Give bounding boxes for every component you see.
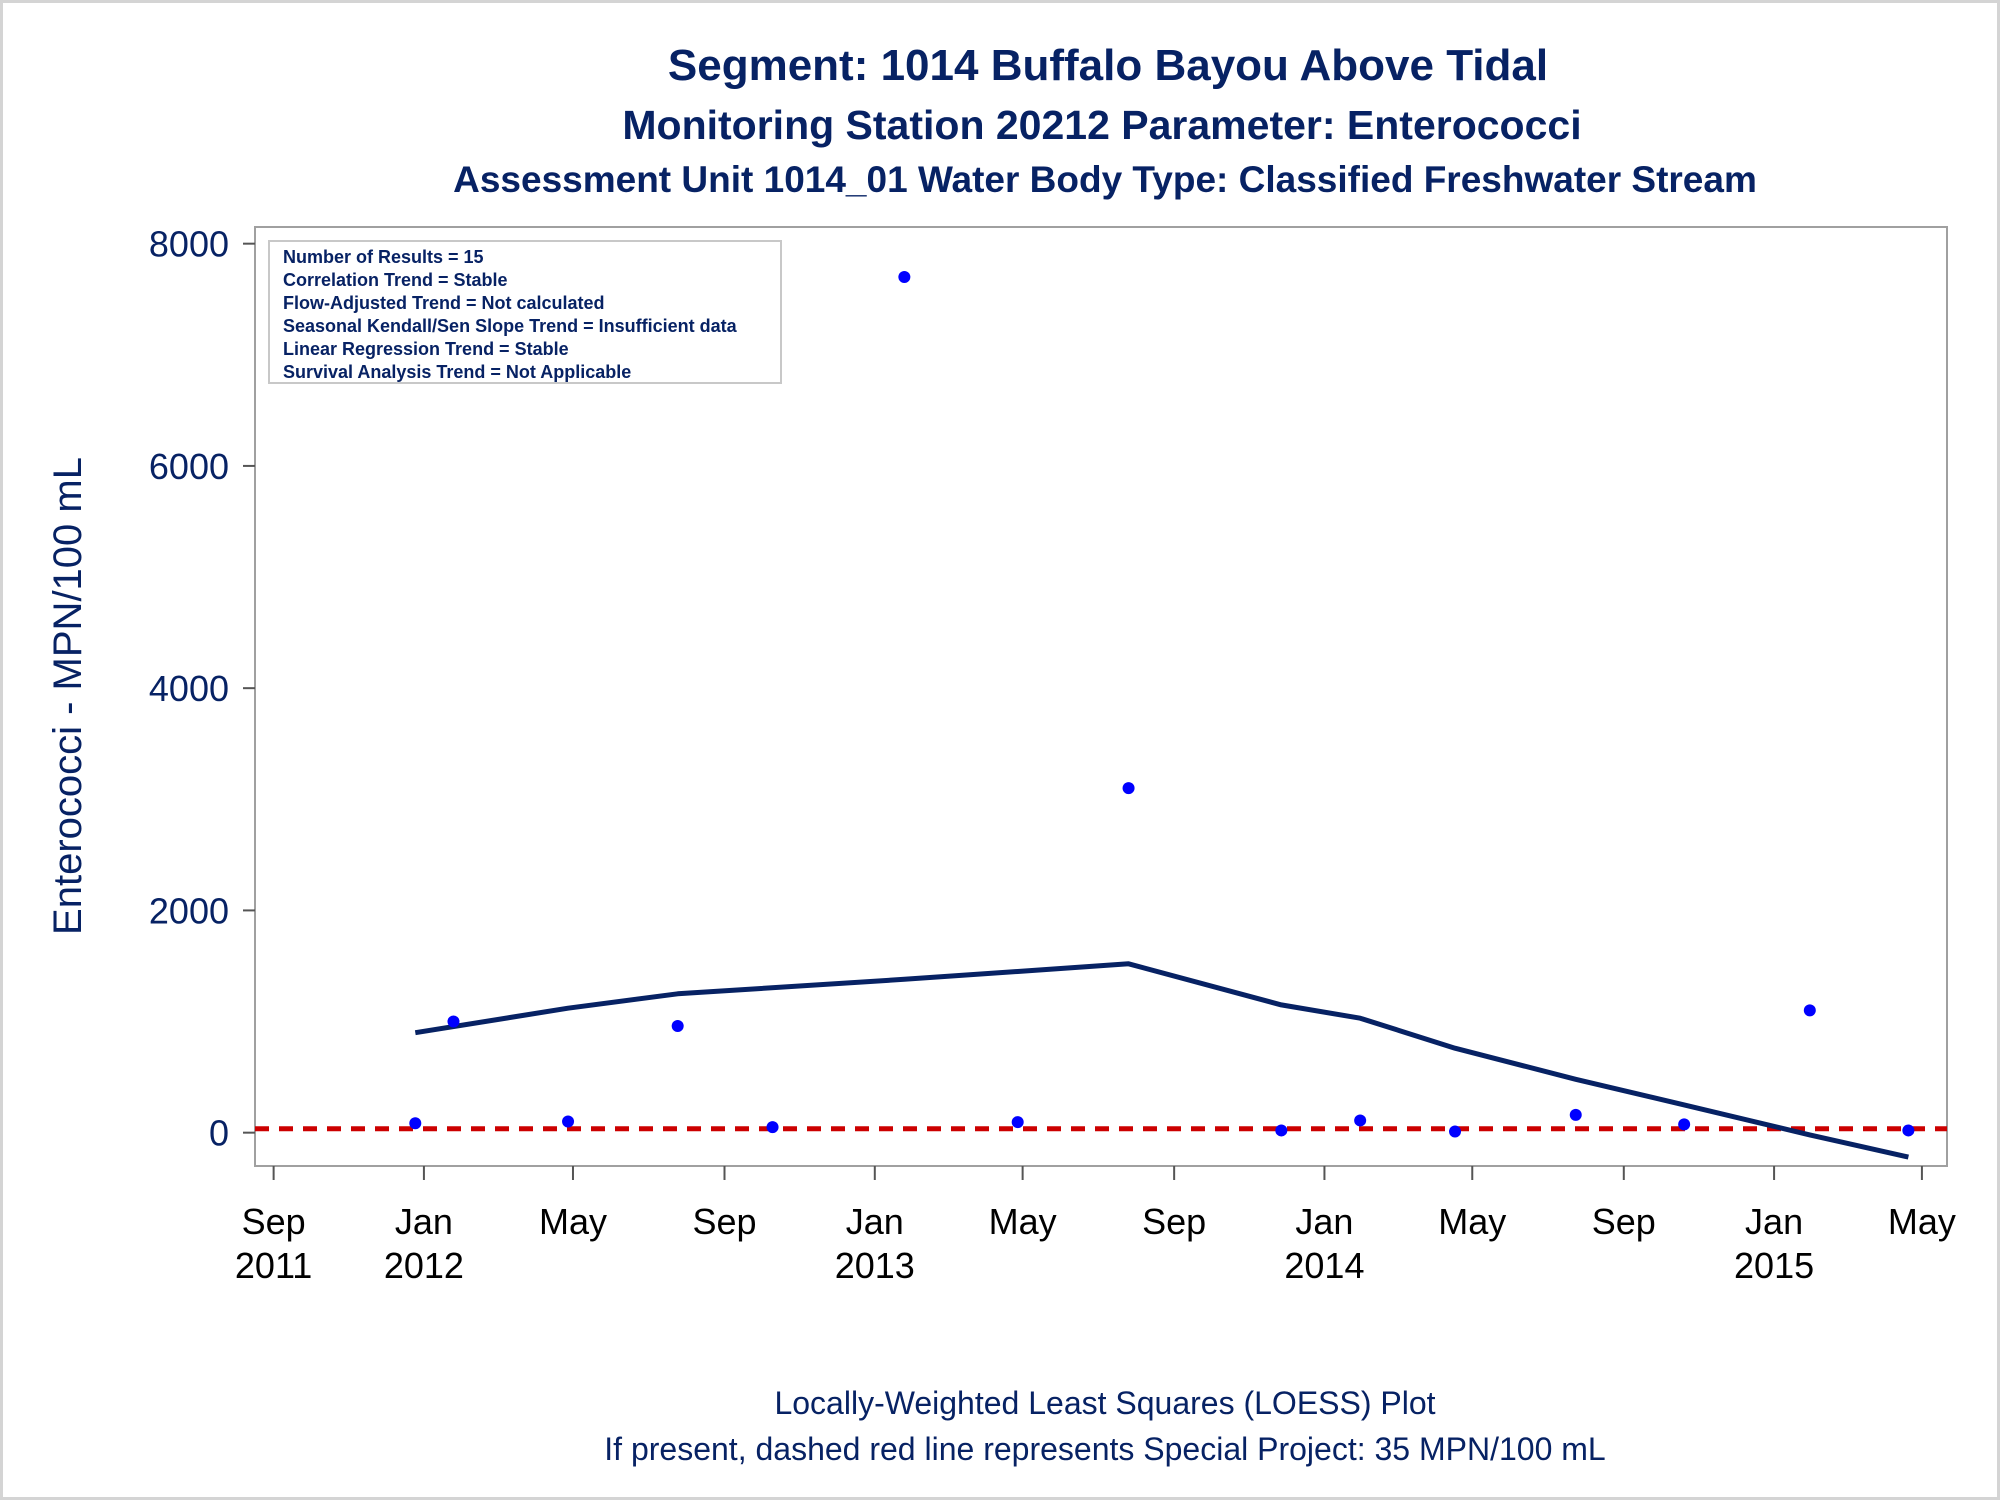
data-point — [671, 1019, 684, 1032]
stats-line: Survival Analysis Trend = Not Applicable — [283, 362, 631, 382]
data-point — [1275, 1124, 1288, 1137]
x-tick-label: Jan — [1745, 1201, 1803, 1242]
stats-line: Number of Results = 15 — [283, 247, 484, 267]
y-tick-label: 0 — [209, 1113, 229, 1154]
x-tick-label: May — [989, 1201, 1057, 1242]
y-tick-label: 2000 — [149, 890, 229, 931]
enterococci-loess-chart: Segment: 1014 Buffalo Bayou Above Tidal … — [46, 41, 1956, 1467]
x-tick-label: Sep — [242, 1201, 306, 1242]
stats-box-lines: Number of Results = 15 Correlation Trend … — [283, 247, 738, 382]
data-point — [1449, 1125, 1462, 1138]
data-point — [447, 1015, 460, 1028]
stats-line: Correlation Trend = Stable — [283, 270, 508, 290]
x-tick-label: May — [539, 1201, 607, 1242]
stats-line: Flow-Adjusted Trend = Not calculated — [283, 293, 605, 313]
stats-line: Linear Regression Trend = Stable — [283, 339, 569, 359]
loess-line-group — [414, 961, 1909, 1160]
stats-box — [268, 240, 782, 384]
x-tick-label: Sep — [1592, 1201, 1656, 1242]
data-point — [1122, 782, 1135, 795]
loess-line — [414, 961, 1909, 1160]
data-point — [1678, 1118, 1691, 1131]
y-axis-ticks: 0 2000 4000 6000 8000 — [149, 224, 255, 1154]
x-tick-year-label: 2012 — [384, 1245, 464, 1286]
x-tick-label: Sep — [1142, 1201, 1206, 1242]
data-point — [1569, 1108, 1582, 1121]
y-axis-label: Enterococci - MPN/100 mL — [46, 457, 90, 935]
x-tick-year-label: 2014 — [1284, 1245, 1364, 1286]
y-tick-label: 6000 — [149, 446, 229, 487]
y-tick-label: 4000 — [149, 668, 229, 709]
x-tick-label: Jan — [395, 1201, 453, 1242]
y-tick-label: 8000 — [149, 224, 229, 265]
footer-line-2: If present, dashed red line represents S… — [604, 1431, 1605, 1467]
data-point — [766, 1121, 779, 1134]
data-point — [1803, 1004, 1816, 1017]
x-tick-label: Sep — [692, 1201, 756, 1242]
chart-title-line-3: Assessment Unit 1014_01 Water Body Type:… — [453, 159, 1757, 200]
data-point — [409, 1117, 422, 1130]
x-tick-year-label: 2015 — [1734, 1245, 1814, 1286]
chart-title-line-1: Segment: 1014 Buffalo Bayou Above Tidal — [668, 41, 1548, 90]
x-tick-label: Jan — [1295, 1201, 1353, 1242]
x-tick-year-label: 2011 — [235, 1245, 312, 1286]
chart-title-line-2: Monitoring Station 20212 Parameter: Ente… — [622, 102, 1581, 148]
x-tick-label: May — [1888, 1201, 1956, 1242]
x-tick-label: Jan — [846, 1201, 904, 1242]
data-points — [409, 271, 1915, 1138]
stats-line: Seasonal Kendall/Sen Slope Trend = Insuf… — [283, 316, 738, 336]
data-point — [1902, 1124, 1915, 1137]
footer-line-1: Locally-Weighted Least Squares (LOESS) P… — [774, 1385, 1435, 1421]
x-tick-year-label: 2013 — [835, 1245, 915, 1286]
x-tick-label: May — [1438, 1201, 1506, 1242]
data-point — [1011, 1116, 1024, 1129]
data-point — [898, 271, 911, 284]
data-point — [1354, 1114, 1367, 1127]
data-point — [562, 1115, 575, 1128]
